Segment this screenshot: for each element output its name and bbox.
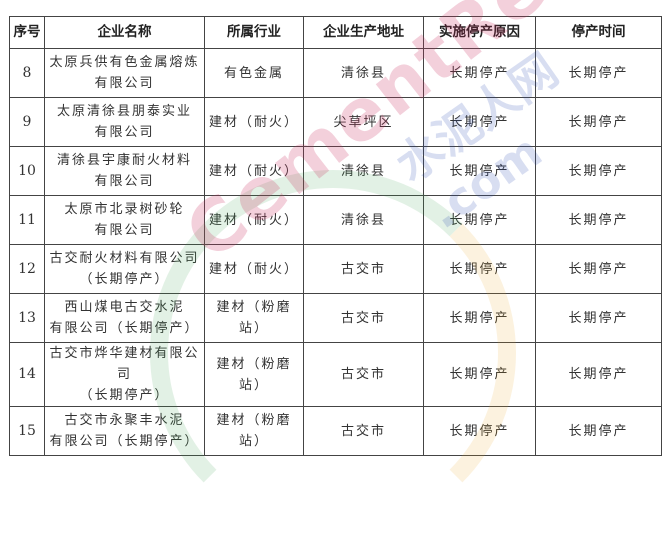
cell-time: 长期停产 bbox=[535, 342, 662, 407]
cell-industry: 建材（耐火） bbox=[204, 195, 304, 245]
cell-industry: 有色金属 bbox=[204, 48, 304, 98]
cell-address: 清徐县 bbox=[303, 195, 424, 245]
cell-name: 太原兵供有色金属熔炼 有限公司 bbox=[44, 48, 205, 98]
cell-reason: 长期停产 bbox=[423, 146, 536, 196]
cell-name: 古交市烨华建材有限公司 （长期停产） bbox=[44, 342, 205, 407]
table-row: 9 太原清徐县朋泰实业 有限公司 建材（耐火） 尖草坪区 长期停产 长期停产 bbox=[9, 97, 662, 147]
cell-industry: 建材（耐火） bbox=[204, 97, 304, 147]
cell-name: 太原清徐县朋泰实业 有限公司 bbox=[44, 97, 205, 147]
cell-address: 尖草坪区 bbox=[303, 97, 424, 147]
cell-reason: 长期停产 bbox=[423, 97, 536, 147]
cell-industry: 建材（耐火） bbox=[204, 244, 304, 294]
cell-reason: 长期停产 bbox=[423, 342, 536, 407]
cell-industry: 建材（粉磨站） bbox=[204, 406, 304, 456]
name-line1: 古交耐火材料有限公司 bbox=[49, 251, 200, 266]
name-line2: （长期停产） bbox=[79, 388, 170, 403]
cell-industry: 建材（粉磨站） bbox=[204, 342, 304, 407]
header-row: 序号 企业名称 所属行业 企业生产地址 实施停产原因 停产时间 bbox=[9, 16, 662, 49]
cell-no: 15 bbox=[9, 406, 45, 456]
cell-name: 西山煤电古交水泥 有限公司（长期停产） bbox=[44, 293, 205, 343]
cell-time: 长期停产 bbox=[535, 406, 662, 456]
cell-name: 太原市北录树砂轮 有限公司 bbox=[44, 195, 205, 245]
name-line1: 古交市烨华建材有限公司 bbox=[49, 346, 200, 382]
name-line2: 有限公司 bbox=[94, 125, 155, 140]
cell-address: 古交市 bbox=[303, 244, 424, 294]
cell-time: 长期停产 bbox=[535, 97, 662, 147]
cell-name: 清徐县宇康耐火材料 有限公司 bbox=[44, 146, 205, 196]
cell-address: 古交市 bbox=[303, 293, 424, 343]
name-line1: 西山煤电古交水泥 bbox=[64, 300, 185, 315]
table-row: 13 西山煤电古交水泥 有限公司（长期停产） 建材（粉磨站） 古交市 长期停产 长… bbox=[9, 293, 662, 343]
cell-name: 古交市永聚丰水泥 有限公司（长期停产） bbox=[44, 406, 205, 456]
cell-no: 13 bbox=[9, 293, 45, 343]
table-row: 14 古交市烨华建材有限公司 （长期停产） 建材（粉磨站） 古交市 长期停产 长期… bbox=[9, 342, 662, 407]
table-row: 8 太原兵供有色金属熔炼 有限公司 有色金属 清徐县 长期停产 长期停产 bbox=[9, 48, 662, 98]
cell-reason: 长期停产 bbox=[423, 48, 536, 98]
enterprise-table: 序号 企业名称 所属行业 企业生产地址 实施停产原因 停产时间 8 太原兵供有色… bbox=[9, 16, 662, 456]
cell-no: 11 bbox=[9, 195, 45, 245]
cell-address: 古交市 bbox=[303, 342, 424, 407]
cell-reason: 长期停产 bbox=[423, 195, 536, 245]
cell-no: 10 bbox=[9, 146, 45, 196]
name-line1: 清徐县宇康耐火材料 bbox=[56, 153, 192, 168]
table-row: 12 古交耐火材料有限公司 （长期停产） 建材（耐火） 古交市 长期停产 长期停产 bbox=[9, 244, 662, 294]
cell-reason: 长期停产 bbox=[423, 406, 536, 456]
cell-no: 12 bbox=[9, 244, 45, 294]
table-row: 10 清徐县宇康耐火材料 有限公司 建材（耐火） 清徐县 长期停产 长期停产 bbox=[9, 146, 662, 196]
cell-no: 9 bbox=[9, 97, 45, 147]
cell-industry: 建材（粉磨站） bbox=[204, 293, 304, 343]
cell-industry: 建材（耐火） bbox=[204, 146, 304, 196]
name-line1: 太原市北录树砂轮 bbox=[64, 202, 185, 217]
cell-time: 长期停产 bbox=[535, 48, 662, 98]
name-line2: 有限公司（长期停产） bbox=[49, 434, 200, 449]
header-address: 企业生产地址 bbox=[303, 16, 424, 49]
table-row: 15 古交市永聚丰水泥 有限公司（长期停产） 建材（粉磨站） 古交市 长期停产 长… bbox=[9, 406, 662, 456]
name-line1: 太原兵供有色金属熔炼 bbox=[49, 55, 200, 70]
cell-time: 长期停产 bbox=[535, 195, 662, 245]
cell-time: 长期停产 bbox=[535, 244, 662, 294]
cell-address: 古交市 bbox=[303, 406, 424, 456]
cell-no: 14 bbox=[9, 342, 45, 407]
name-line2: 有限公司（长期停产） bbox=[49, 321, 200, 336]
header-time: 停产时间 bbox=[535, 16, 662, 49]
name-line2: 有限公司 bbox=[94, 223, 155, 238]
header-name: 企业名称 bbox=[44, 16, 205, 49]
cell-reason: 长期停产 bbox=[423, 293, 536, 343]
name-line2: （长期停产） bbox=[79, 272, 170, 287]
cell-time: 长期停产 bbox=[535, 146, 662, 196]
table-row: 11 太原市北录树砂轮 有限公司 建材（耐火） 清徐县 长期停产 长期停产 bbox=[9, 195, 662, 245]
header-industry: 所属行业 bbox=[204, 16, 304, 49]
cell-address: 清徐县 bbox=[303, 146, 424, 196]
name-line1: 古交市永聚丰水泥 bbox=[64, 413, 185, 428]
cell-address: 清徐县 bbox=[303, 48, 424, 98]
cell-time: 长期停产 bbox=[535, 293, 662, 343]
header-reason: 实施停产原因 bbox=[423, 16, 536, 49]
cell-name: 古交耐火材料有限公司 （长期停产） bbox=[44, 244, 205, 294]
cell-no: 8 bbox=[9, 48, 45, 98]
cell-reason: 长期停产 bbox=[423, 244, 536, 294]
name-line2: 有限公司 bbox=[94, 76, 155, 91]
header-no: 序号 bbox=[9, 16, 45, 49]
name-line2: 有限公司 bbox=[94, 174, 155, 189]
name-line1: 太原清徐县朋泰实业 bbox=[56, 104, 192, 119]
